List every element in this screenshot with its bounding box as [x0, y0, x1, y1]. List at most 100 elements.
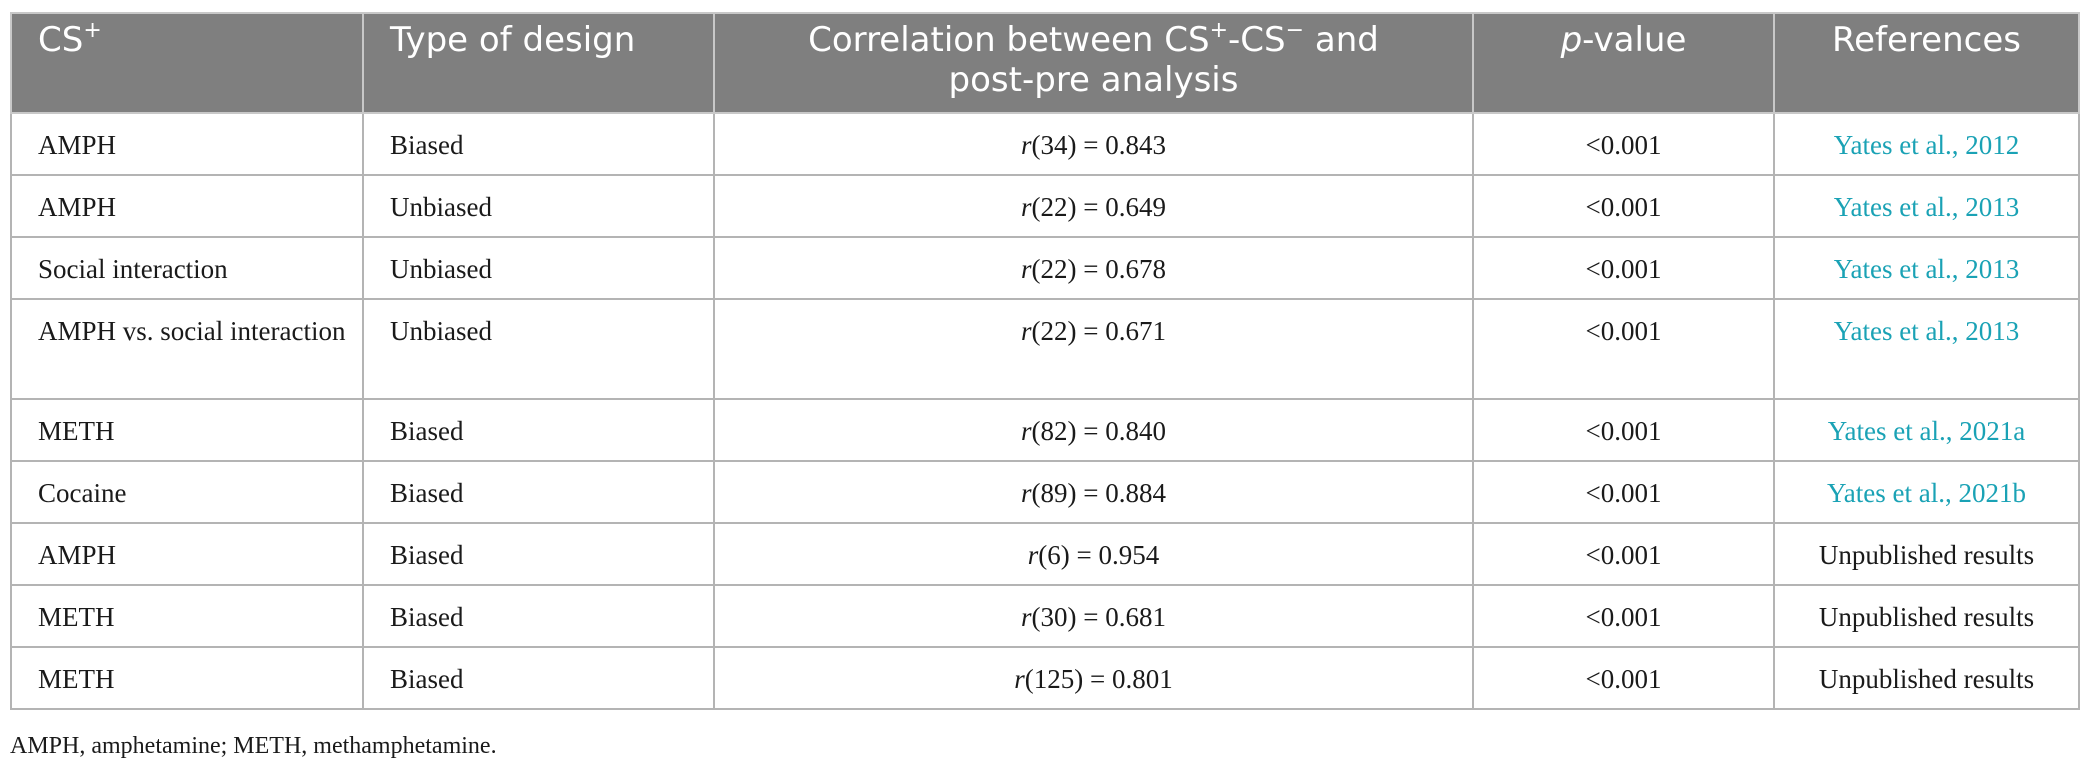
header-correlation-sup-minus: −	[1285, 18, 1305, 43]
header-p-italic: p	[1560, 20, 1583, 60]
header-references: References	[1773, 12, 2080, 114]
table-row: AMPH vs. social interaction Unbiased r(22)…	[10, 298, 2080, 400]
cell-design: Unbiased	[362, 298, 715, 400]
correlation-r-symbol: r	[1021, 416, 1032, 446]
cell-design: Biased	[362, 522, 715, 586]
correlation-value: (125) = 0.801	[1024, 664, 1173, 694]
cell-correlation: r(22) = 0.678	[713, 236, 1474, 300]
correlation-r-symbol: r	[1021, 192, 1032, 222]
table-row: METH Biased r(125) = 0.801 <0.001 Unpublishe…	[10, 646, 2080, 710]
table-body: AMPH Biased r(34) = 0.843 <0.001 Yates et al…	[10, 112, 2080, 710]
correlation-r-symbol: r	[1014, 664, 1025, 694]
header-cs-label: CS	[38, 20, 84, 60]
correlation-table: CS+ Type of design Correlation between C…	[10, 12, 2080, 710]
cell-p-value: <0.001	[1472, 460, 1775, 524]
header-row: CS+ Type of design Correlation between C…	[10, 12, 2080, 114]
correlation-r-symbol: r	[1027, 540, 1039, 570]
table-row: Social interaction Unbiased r(22) = 0.678 <…	[10, 236, 2080, 300]
header-correlation: Correlation between CS+-CS− and post-pre …	[713, 12, 1474, 114]
reference-link[interactable]: Yates et al., 2013	[1833, 254, 2020, 284]
cell-p-value: <0.001	[1472, 398, 1775, 462]
table-row: Cocaine Biased r(89) = 0.884 <0.001 Yates et…	[10, 460, 2080, 524]
cell-p-value: <0.001	[1472, 298, 1775, 400]
cell-design: Biased	[362, 460, 715, 524]
cell-design: Biased	[362, 646, 715, 710]
cell-cs: AMPH	[10, 112, 364, 176]
cell-p-value: <0.001	[1472, 522, 1775, 586]
correlation-value: (89) = 0.884	[1031, 478, 1166, 508]
header-correlation-sup-plus: +	[1209, 18, 1229, 43]
cell-cs: AMPH	[10, 174, 364, 238]
cell-correlation: r(34) = 0.843	[713, 112, 1474, 176]
correlation-value: (34) = 0.843	[1031, 130, 1166, 160]
cell-design: Biased	[362, 398, 715, 462]
reference-link[interactable]: Yates et al., 2013	[1833, 192, 2020, 222]
cell-reference: Unpublished results	[1773, 584, 2080, 648]
cell-cs: Social interaction	[10, 236, 364, 300]
cell-correlation: r(89) = 0.884	[713, 460, 1474, 524]
table-row: METH Biased r(82) = 0.840 <0.001 Yates et al…	[10, 398, 2080, 462]
reference-text: Unpublished results	[1818, 540, 2035, 570]
correlation-r-symbol: r	[1021, 478, 1032, 508]
cell-reference: Yates et al., 2021a	[1773, 398, 2080, 462]
cell-reference: Yates et al., 2021b	[1773, 460, 2080, 524]
cell-cs: AMPH	[10, 522, 364, 586]
cell-p-value: <0.001	[1472, 236, 1775, 300]
table-row: AMPH Biased r(34) = 0.843 <0.001 Yates et al…	[10, 112, 2080, 176]
reference-text: Unpublished results	[1818, 664, 2035, 694]
cell-cs: METH	[10, 584, 364, 648]
header-correlation-part-b: -CS	[1228, 20, 1286, 60]
cell-design: Unbiased	[362, 174, 715, 238]
cell-cs: METH	[10, 646, 364, 710]
cell-correlation: r(22) = 0.649	[713, 174, 1474, 238]
cell-correlation: r(30) = 0.681	[713, 584, 1474, 648]
cell-reference: Yates et al., 2013	[1773, 174, 2080, 238]
reference-link[interactable]: Yates et al., 2021a	[1827, 416, 2026, 446]
header-correlation-part-c: and	[1304, 20, 1379, 60]
cell-correlation: r(82) = 0.840	[713, 398, 1474, 462]
header-cs: CS+	[10, 12, 364, 114]
cell-reference: Yates et al., 2013	[1773, 236, 2080, 300]
cell-reference: Yates et al., 2012	[1773, 112, 2080, 176]
table-footnote: AMPH, amphetamine; METH, methamphetamine…	[10, 733, 497, 759]
correlation-value: (22) = 0.678	[1031, 254, 1166, 284]
reference-link[interactable]: Yates et al., 2013	[1833, 316, 2020, 346]
cell-cs: METH	[10, 398, 364, 462]
cell-design: Biased	[362, 112, 715, 176]
correlation-r-symbol: r	[1021, 254, 1032, 284]
correlation-value: (30) = 0.681	[1031, 602, 1166, 632]
header-correlation-line2: post-pre analysis	[948, 60, 1239, 100]
cell-cs: Cocaine	[10, 460, 364, 524]
reference-link[interactable]: Yates et al., 2021b	[1827, 478, 2026, 508]
cell-p-value: <0.001	[1472, 112, 1775, 176]
cell-p-value: <0.001	[1472, 584, 1775, 648]
reference-link[interactable]: Yates et al., 2012	[1833, 130, 2020, 160]
correlation-value: (22) = 0.649	[1031, 192, 1166, 222]
header-type-of-design: Type of design	[362, 12, 715, 114]
cell-correlation: r(125) = 0.801	[713, 646, 1474, 710]
cell-correlation: r(22) = 0.671	[713, 298, 1474, 400]
correlation-r-symbol: r	[1021, 130, 1032, 160]
cell-design: Unbiased	[362, 236, 715, 300]
correlation-r-symbol: r	[1021, 602, 1032, 632]
cell-reference: Unpublished results	[1773, 646, 2080, 710]
table-row: METH Biased r(30) = 0.681 <0.001 Unpublished…	[10, 584, 2080, 648]
correlation-value: (22) = 0.671	[1031, 316, 1166, 346]
cell-cs: AMPH vs. social interaction	[10, 298, 364, 400]
results-table-container: CS+ Type of design Correlation between C…	[10, 12, 2080, 710]
table-row: AMPH Biased r(6) = 0.954 <0.001 Unpublished …	[10, 522, 2080, 586]
table-row: AMPH Unbiased r(22) = 0.649 <0.001 Yates et …	[10, 174, 2080, 238]
cell-design: Biased	[362, 584, 715, 648]
correlation-value: (82) = 0.840	[1031, 416, 1166, 446]
header-p-value: p-value	[1472, 12, 1775, 114]
correlation-value: (6) = 0.954	[1038, 540, 1160, 570]
reference-text: Unpublished results	[1818, 602, 2035, 632]
header-cs-superscript: +	[83, 18, 102, 43]
header-p-rest: -value	[1582, 20, 1687, 60]
cell-p-value: <0.001	[1472, 646, 1775, 710]
header-correlation-part-a: Correlation between CS	[808, 20, 1210, 60]
cell-reference: Unpublished results	[1773, 522, 2080, 586]
cell-correlation: r(6) = 0.954	[713, 522, 1474, 586]
cell-reference: Yates et al., 2013	[1773, 298, 2080, 400]
correlation-r-symbol: r	[1021, 316, 1032, 346]
